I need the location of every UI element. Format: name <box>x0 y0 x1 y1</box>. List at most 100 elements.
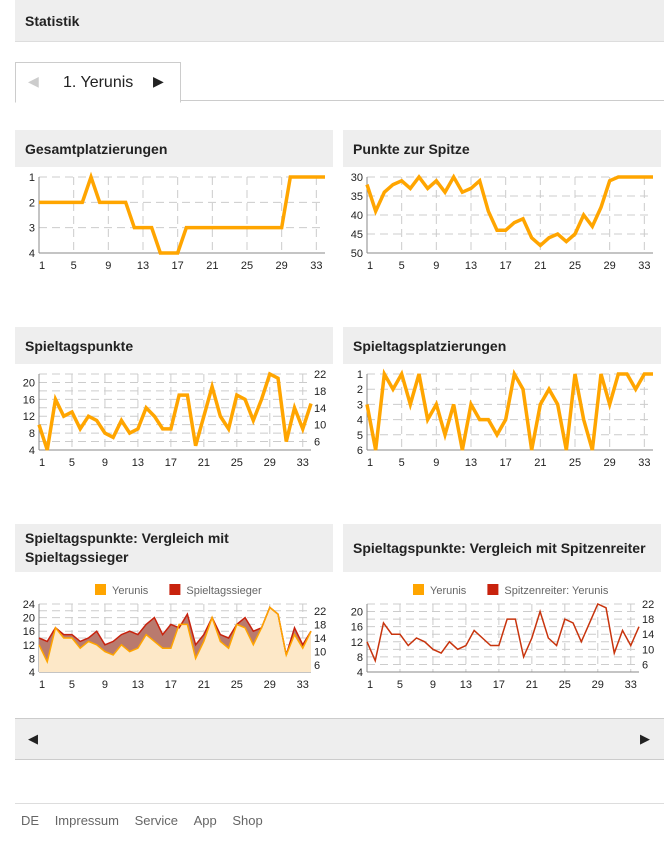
y-tick-label: 3 <box>357 399 363 411</box>
x-tick-label: 9 <box>433 260 439 272</box>
y-tick-label: 40 <box>351 210 363 222</box>
y-tick-label: 18 <box>642 614 654 626</box>
next-player-icon[interactable]: ▶ <box>153 73 164 89</box>
x-tick-label: 13 <box>465 457 477 469</box>
y-tick-label: 18 <box>314 619 326 631</box>
x-tick-label: 33 <box>638 457 650 469</box>
x-tick-label: 17 <box>493 679 505 691</box>
x-tick-label: 25 <box>569 457 581 469</box>
x-tick-label: 5 <box>71 260 77 272</box>
x-tick-label: 33 <box>297 457 309 469</box>
y-tick-label: 20 <box>23 377 35 389</box>
x-tick-label: 25 <box>231 457 243 469</box>
y-tick-label: 4 <box>29 667 35 679</box>
x-tick-label: 17 <box>172 260 184 272</box>
legend-label: Spitzenreiter: Yerunis <box>504 585 608 597</box>
y-tick-label: 16 <box>23 394 35 406</box>
y-tick-label: 10 <box>642 644 654 656</box>
y-tick-label: 12 <box>23 640 35 652</box>
x-tick-label: 29 <box>264 679 276 691</box>
x-tick-label: 25 <box>231 679 243 691</box>
y-tick-label: 5 <box>357 430 363 442</box>
panel-punkte-zur-spitze: Punkte zur Spitze 30 35 40 45 50 1 5 9 13 17 21 25 29… <box>343 130 661 277</box>
x-tick-label: 5 <box>69 679 75 691</box>
chart-title: Spieltagspunkte: Vergleich mit Spieltags… <box>15 524 333 572</box>
x-tick-label: 9 <box>102 679 108 691</box>
x-tick-label: 13 <box>132 679 144 691</box>
y-tick-label: 16 <box>351 622 363 634</box>
x-tick-label: 1 <box>39 457 45 469</box>
panel-spieltagsplatzierungen: Spieltagsplatzierungen 1 2 3 4 5 6 1 5 9 13 17 21 25 2… <box>343 327 661 474</box>
y-tick-label: 4 <box>357 667 363 679</box>
x-tick-label: 13 <box>132 457 144 469</box>
x-tick-label: 17 <box>500 260 512 272</box>
y-tick-label: 24 <box>23 599 35 611</box>
footer-link-shop[interactable]: Shop <box>232 813 263 828</box>
y-tick-label: 6 <box>314 437 320 449</box>
chart-spieltagspunkte: 4 6 8 10 12 14 16 18 20 22 1 5 9 13 17 21 25 29 33 <box>23 369 327 469</box>
pager-bar: ◀ ▶ <box>15 718 664 760</box>
legend-swatch <box>95 584 106 595</box>
x-tick-label: 29 <box>604 457 616 469</box>
x-tick-label: 5 <box>399 457 405 469</box>
footer-link-app[interactable]: App <box>193 813 217 828</box>
chart-title: Spieltagsplatzierungen <box>343 327 661 364</box>
y-tick-label: 2 <box>357 384 363 396</box>
x-tick-label: 29 <box>592 679 604 691</box>
footer-link-lang[interactable]: DE <box>21 813 40 828</box>
y-tick-label: 8 <box>29 428 35 440</box>
line-yerunis <box>39 171 325 255</box>
y-tick-label: 14 <box>314 633 326 645</box>
x-tick-label: 13 <box>465 260 477 272</box>
page-header: Statistik <box>15 0 664 42</box>
y-tick-label: 18 <box>314 386 326 398</box>
y-tick-label: 6 <box>357 445 363 457</box>
x-tick-label: 33 <box>638 260 650 272</box>
x-tick-label: 9 <box>433 457 439 469</box>
legend-label: Spieltagssieger <box>186 585 262 597</box>
x-tick-label: 25 <box>569 260 581 272</box>
pager-prev-button[interactable]: ◀ <box>28 731 38 746</box>
x-tick-label: 17 <box>500 457 512 469</box>
y-tick-label: 16 <box>23 626 35 638</box>
panel-spieltagspunkte: Spieltagspunkte 4 6 8 10 12 14 16 18 20 22 1 5 9 13 17 2… <box>15 327 333 474</box>
x-tick-label: 9 <box>105 260 111 272</box>
x-tick-label: 5 <box>397 679 403 691</box>
y-tick-label: 4 <box>357 415 363 427</box>
x-tick-label: 29 <box>264 457 276 469</box>
line-yerunis <box>365 173 653 248</box>
legend-swatch <box>413 584 424 595</box>
x-tick-label: 9 <box>102 457 108 469</box>
x-tick-label: 21 <box>198 679 210 691</box>
x-tick-label: 25 <box>241 260 253 272</box>
x-tick-label: 25 <box>559 679 571 691</box>
x-tick-label: 5 <box>69 457 75 469</box>
y-tick-label: 4 <box>29 248 35 260</box>
y-tick-label: 35 <box>351 191 363 203</box>
pager-next-button[interactable]: ▶ <box>640 731 650 746</box>
panel-vergleich-spitzenreiter: Spieltagspunkte: Vergleich mit Spitzenre… <box>343 524 661 696</box>
y-tick-label: 20 <box>351 607 363 619</box>
y-tick-label: 45 <box>351 229 363 241</box>
footer-link-service[interactable]: Service <box>134 813 178 828</box>
y-tick-label: 2 <box>29 197 35 209</box>
chart-title: Spieltagspunkte <box>15 327 333 364</box>
x-tick-label: 33 <box>310 260 322 272</box>
x-tick-label: 5 <box>399 260 405 272</box>
x-tick-label: 21 <box>534 457 546 469</box>
x-tick-label: 17 <box>165 457 177 469</box>
prev-player-icon[interactable]: ◀ <box>28 73 39 89</box>
legend-swatch <box>487 584 499 595</box>
footer-link-impressum[interactable]: Impressum <box>54 813 119 828</box>
y-tick-label: 22 <box>642 599 654 611</box>
x-tick-label: 13 <box>460 679 472 691</box>
player-tab[interactable]: ◀ 1. Yerunis ▶ <box>15 62 181 103</box>
area-yerunis <box>39 607 311 672</box>
y-tick-label: 30 <box>351 172 363 184</box>
y-tick-label: 22 <box>314 606 326 618</box>
y-tick-label: 12 <box>351 637 363 649</box>
y-tick-label: 6 <box>314 660 320 672</box>
y-tick-label: 8 <box>357 652 363 664</box>
